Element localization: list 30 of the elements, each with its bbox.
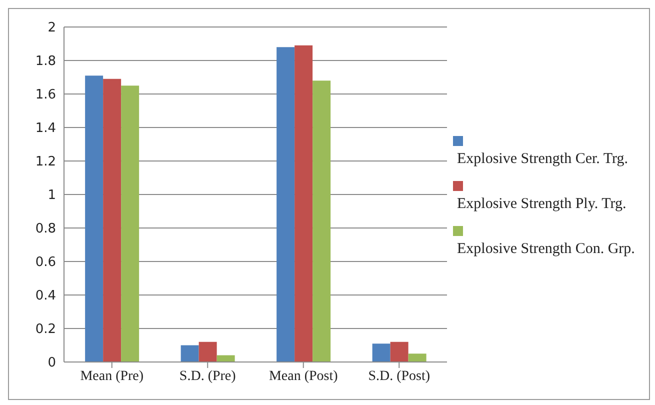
- y-tick-label: 1.2: [35, 154, 56, 170]
- legend-label: Explosive Strength Con. Grp.: [456, 240, 636, 258]
- bar: [372, 344, 390, 362]
- x-tick-label: S.D. (Post): [368, 368, 430, 384]
- x-tick-label: S.D. (Pre): [179, 368, 236, 384]
- bar: [408, 354, 426, 362]
- x-tick-label: Mean (Post): [268, 368, 338, 384]
- y-tick-label: 0.2: [35, 322, 56, 338]
- bar: [294, 45, 313, 362]
- legend-label: Explosive Strength Cer. Trg.: [456, 150, 629, 168]
- x-tick-label: Mean (Pre): [80, 368, 144, 384]
- bar: [312, 80, 331, 362]
- y-tick-label: 0: [48, 356, 56, 371]
- bar: [198, 342, 217, 362]
- legend-label: Explosive Strength Ply. Trg.: [456, 194, 628, 214]
- y-tick-label: 0.4: [35, 288, 56, 304]
- bar: [121, 86, 140, 362]
- bar: [216, 355, 235, 362]
- bar: [103, 78, 122, 362]
- y-tick-label: 1: [48, 188, 56, 204]
- bar: [85, 76, 104, 362]
- bar: [276, 47, 295, 362]
- y-tick-label: 1.8: [35, 54, 56, 70]
- y-tick-label: 1.4: [35, 121, 56, 136]
- bar: [180, 345, 199, 362]
- y-tick-label: 2: [48, 20, 56, 36]
- bar: [390, 342, 408, 362]
- y-tick-label: 0.8: [35, 222, 56, 237]
- y-tick-label: 0.6: [35, 255, 56, 270]
- y-tick-label: 1.6: [35, 88, 56, 103]
